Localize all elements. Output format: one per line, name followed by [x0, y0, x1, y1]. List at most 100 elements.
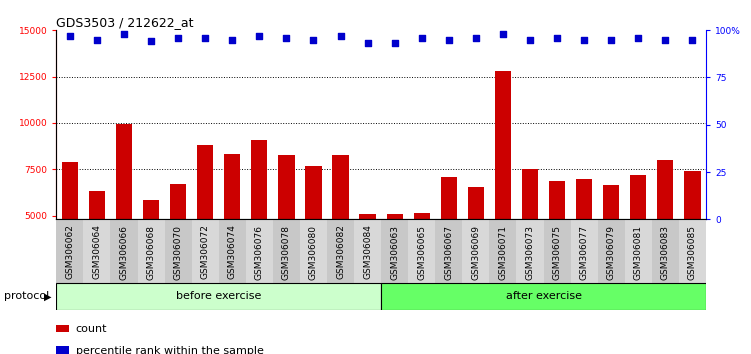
- Text: before exercise: before exercise: [176, 291, 261, 302]
- Bar: [89, 191, 105, 309]
- Point: [64, 33, 76, 39]
- Text: GSM306079: GSM306079: [607, 224, 616, 280]
- Bar: [414, 213, 430, 309]
- Bar: [576, 179, 593, 309]
- Bar: [56, 219, 83, 283]
- Point: [524, 37, 536, 42]
- Text: GSM306063: GSM306063: [391, 224, 400, 280]
- Bar: [490, 219, 517, 283]
- Text: GSM306071: GSM306071: [499, 224, 508, 280]
- Point: [470, 35, 482, 40]
- Point: [172, 35, 184, 40]
- Point: [334, 33, 346, 39]
- Text: GSM306072: GSM306072: [201, 224, 210, 279]
- Text: GSM306068: GSM306068: [146, 224, 155, 280]
- Text: GSM306064: GSM306064: [92, 224, 101, 279]
- Bar: [684, 171, 701, 309]
- Text: GSM306083: GSM306083: [661, 224, 670, 280]
- Bar: [441, 177, 457, 309]
- Bar: [571, 219, 598, 283]
- Bar: [137, 219, 164, 283]
- Bar: [306, 166, 321, 309]
- Bar: [463, 219, 490, 283]
- Bar: [522, 169, 538, 309]
- Text: GSM306078: GSM306078: [282, 224, 291, 280]
- Text: GSM306065: GSM306065: [418, 224, 427, 280]
- Bar: [468, 187, 484, 309]
- Text: GSM306081: GSM306081: [634, 224, 643, 280]
- Bar: [544, 219, 571, 283]
- Bar: [224, 154, 240, 309]
- Bar: [300, 219, 327, 283]
- Bar: [83, 219, 110, 283]
- Bar: [116, 124, 132, 309]
- Bar: [56, 325, 69, 332]
- Point: [416, 35, 428, 40]
- Bar: [625, 219, 652, 283]
- Point: [443, 37, 455, 42]
- Bar: [273, 219, 300, 283]
- Bar: [170, 184, 186, 309]
- Bar: [360, 214, 376, 309]
- Point: [686, 37, 698, 42]
- Bar: [56, 346, 69, 354]
- Bar: [603, 185, 620, 309]
- Text: GSM306067: GSM306067: [445, 224, 454, 280]
- Text: ▶: ▶: [44, 291, 51, 302]
- Text: GSM306085: GSM306085: [688, 224, 697, 280]
- Bar: [110, 219, 137, 283]
- Text: GSM306066: GSM306066: [119, 224, 128, 280]
- Bar: [333, 155, 348, 309]
- Text: GSM306070: GSM306070: [173, 224, 182, 280]
- Point: [361, 40, 373, 46]
- Text: GSM306075: GSM306075: [553, 224, 562, 280]
- Point: [497, 31, 509, 37]
- Text: percentile rank within the sample: percentile rank within the sample: [76, 346, 264, 354]
- Bar: [164, 219, 192, 283]
- Text: GSM306062: GSM306062: [65, 224, 74, 279]
- Point: [253, 33, 265, 39]
- Point: [551, 35, 563, 40]
- Bar: [62, 162, 78, 309]
- Point: [578, 37, 590, 42]
- Bar: [192, 219, 219, 283]
- Bar: [436, 219, 463, 283]
- Point: [659, 37, 671, 42]
- Bar: [598, 219, 625, 283]
- Bar: [549, 181, 566, 309]
- Text: GDS3503 / 212622_at: GDS3503 / 212622_at: [56, 16, 194, 29]
- Point: [605, 37, 617, 42]
- Point: [280, 35, 292, 40]
- Bar: [630, 175, 647, 309]
- Bar: [517, 219, 544, 283]
- Point: [307, 37, 319, 42]
- Text: GSM306076: GSM306076: [255, 224, 264, 280]
- Text: GSM306074: GSM306074: [228, 224, 237, 279]
- Text: GSM306084: GSM306084: [363, 224, 372, 279]
- Bar: [652, 219, 679, 283]
- Bar: [197, 145, 213, 309]
- Text: GSM306069: GSM306069: [472, 224, 481, 280]
- Bar: [219, 219, 246, 283]
- Bar: [56, 283, 381, 310]
- Bar: [279, 155, 294, 309]
- Text: GSM306077: GSM306077: [580, 224, 589, 280]
- Bar: [251, 139, 267, 309]
- Point: [145, 39, 157, 44]
- Bar: [246, 219, 273, 283]
- Bar: [381, 283, 706, 310]
- Bar: [495, 71, 511, 309]
- Bar: [679, 219, 706, 283]
- Bar: [327, 219, 354, 283]
- Bar: [354, 219, 382, 283]
- Text: GSM306073: GSM306073: [526, 224, 535, 280]
- Point: [199, 35, 211, 40]
- Point: [226, 37, 238, 42]
- Bar: [381, 219, 409, 283]
- Point: [632, 35, 644, 40]
- Point: [118, 31, 130, 37]
- Point: [91, 37, 103, 42]
- Bar: [409, 219, 436, 283]
- Text: count: count: [76, 324, 107, 335]
- Point: [389, 40, 401, 46]
